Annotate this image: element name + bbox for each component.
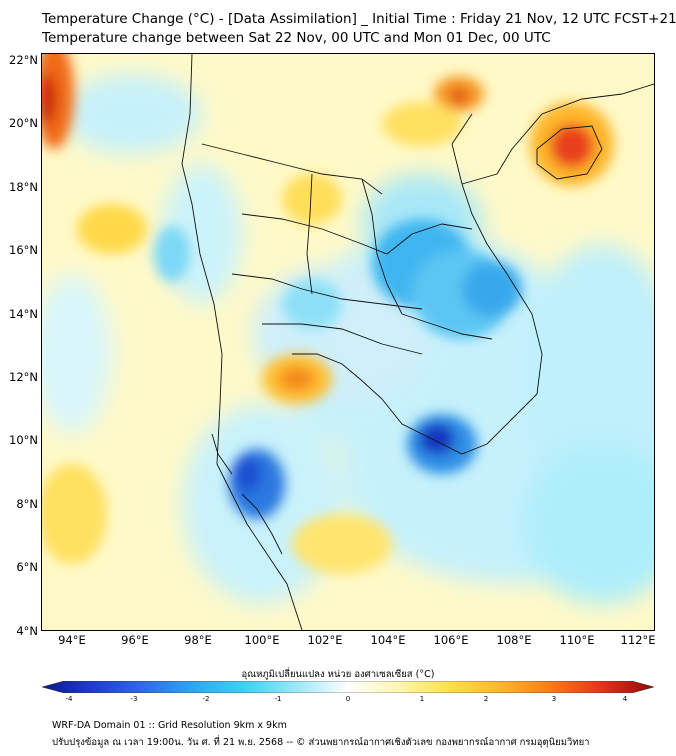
lat-label: 4°N [16,624,38,638]
lat-label: 14°N [9,307,38,321]
lon-label: 98°E [184,633,212,647]
lon-label: 100°E [244,633,280,647]
chart-subtitle: Temperature change between Sat 22 Nov, 0… [42,30,551,46]
colorbar-tick-label: 4 [622,695,628,703]
colorbar-tick-label: 2 [483,695,489,703]
colorbar-tick-label: 1 [419,695,425,703]
lat-label: 12°N [9,370,38,384]
strong-cooling [154,219,522,519]
lat-label: 22°N [9,53,38,67]
colorbar-tick-label: -2 [202,695,210,703]
colorbar-tick-label: -1 [274,695,282,703]
map-canvas [42,54,654,630]
lon-label: 106°E [433,633,469,647]
coastline-borders [181,54,654,630]
lon-label: 110°E [559,633,595,647]
temperature-change-map[interactable] [41,53,655,631]
colorbar-tick-label: -4 [65,695,73,703]
colorbar-tick-label: -3 [130,695,138,703]
lon-label: 102°E [307,633,343,647]
lon-label: 112°E [620,633,656,647]
lon-label: 108°E [496,633,532,647]
warming-field [42,54,614,574]
lon-label: 104°E [370,633,406,647]
footer-credit: ปรับปรุงข้อมูล ณ เวลา 19:00น. วัน ศ. ที่… [52,737,590,748]
lat-label: 6°N [16,560,38,574]
colorbar [42,681,654,693]
lat-label: 10°N [9,433,38,447]
lon-label: 94°E [58,633,86,647]
colorbar-tick-label: 3 [551,695,557,703]
lat-label: 16°N [9,243,38,257]
lat-label: 18°N [9,180,38,194]
chart-title: Temperature Change (°C) - [Data Assimila… [42,11,676,27]
colorbar-title: อุณหภูมิเปลี่ยนแปลง หน่วย องศาเซลเซียส (… [241,669,435,680]
lat-label: 20°N [9,116,38,130]
footer-model-info: WRF-DA Domain 01 :: Grid Resolution 9km … [52,720,287,731]
colorbar-tick-label: 0 [345,695,351,703]
lat-label: 8°N [16,497,38,511]
lon-label: 96°E [121,633,149,647]
